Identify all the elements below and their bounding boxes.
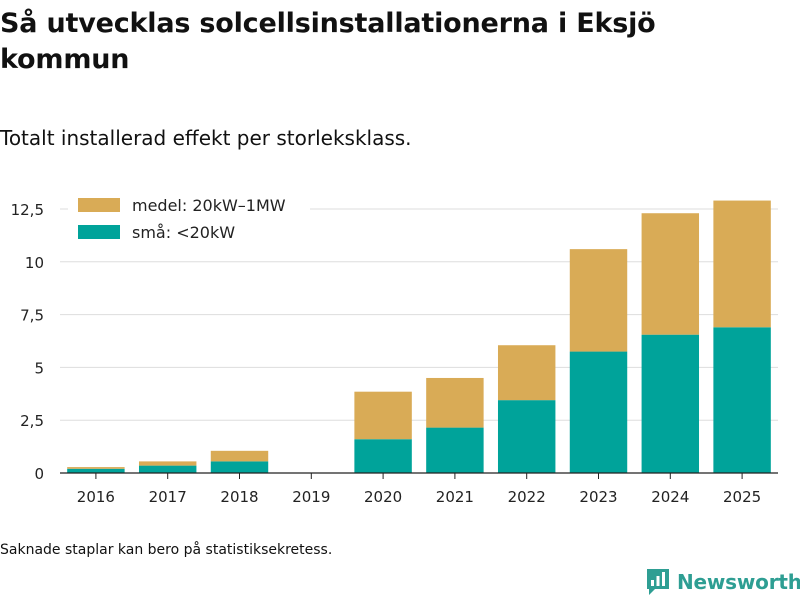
- y-tick-label: 7,5: [20, 307, 44, 325]
- chart-title: Så utvecklas solcellsinstallationerna i …: [0, 8, 656, 75]
- brand-name: Newsworthy: [677, 570, 800, 594]
- y-tick-label: 10: [25, 254, 44, 272]
- x-tick-label: 2021: [436, 488, 474, 506]
- bar-small-2024: [641, 334, 700, 473]
- x-tick-label: 2016: [77, 488, 115, 506]
- legend-label-small: små: <20kW: [132, 223, 235, 242]
- bar-medium-2016: [67, 467, 125, 469]
- chart-subtitle: Totalt installerad effekt per storlekskl…: [0, 126, 412, 150]
- y-tick-label: 0: [34, 465, 44, 483]
- y-tick-label: 5: [34, 359, 44, 377]
- bar-medium-2022: [497, 345, 556, 401]
- x-tick-label: 2020: [364, 488, 402, 506]
- x-tick-label: 2023: [579, 488, 617, 506]
- x-tick-label: 2024: [651, 488, 689, 506]
- bar-small-2018: [210, 461, 269, 473]
- bar-medium-2017: [138, 461, 197, 466]
- bar-medium-2023: [569, 249, 628, 352]
- legend-label-medium: medel: 20kW–1MW: [132, 196, 286, 215]
- bar-small-2017: [138, 465, 197, 473]
- x-tick-label: 2019: [292, 488, 330, 506]
- y-tick-label: 2,5: [20, 412, 44, 430]
- x-tick-label: 2022: [508, 488, 546, 506]
- bar-medium-2018: [210, 450, 269, 462]
- bar-medium-2024: [641, 213, 700, 335]
- legend-swatch-medium: [78, 198, 120, 212]
- footnote: Saknade staplar kan bero på statistiksek…: [0, 542, 333, 558]
- bar-small-2021: [426, 427, 484, 473]
- bar-small-2025: [713, 327, 771, 473]
- newsworthy-brand: Newsworthy: [645, 566, 800, 598]
- bar-medium-2021: [426, 377, 484, 428]
- bar-small-2022: [497, 400, 556, 473]
- bar-medium-2025: [713, 200, 771, 328]
- bar-small-2023: [569, 351, 628, 473]
- y-tick-label: 12,5: [11, 201, 44, 219]
- bar-medium-2020: [354, 391, 412, 440]
- x-tick-label: 2017: [149, 488, 187, 506]
- bar-small-2016: [67, 468, 125, 473]
- newsworthy-logo-icon: [647, 569, 669, 595]
- legend-swatch-small: [78, 225, 120, 239]
- x-tick-label: 2025: [723, 488, 761, 506]
- bar-small-2020: [354, 439, 412, 473]
- x-tick-label: 2018: [220, 488, 258, 506]
